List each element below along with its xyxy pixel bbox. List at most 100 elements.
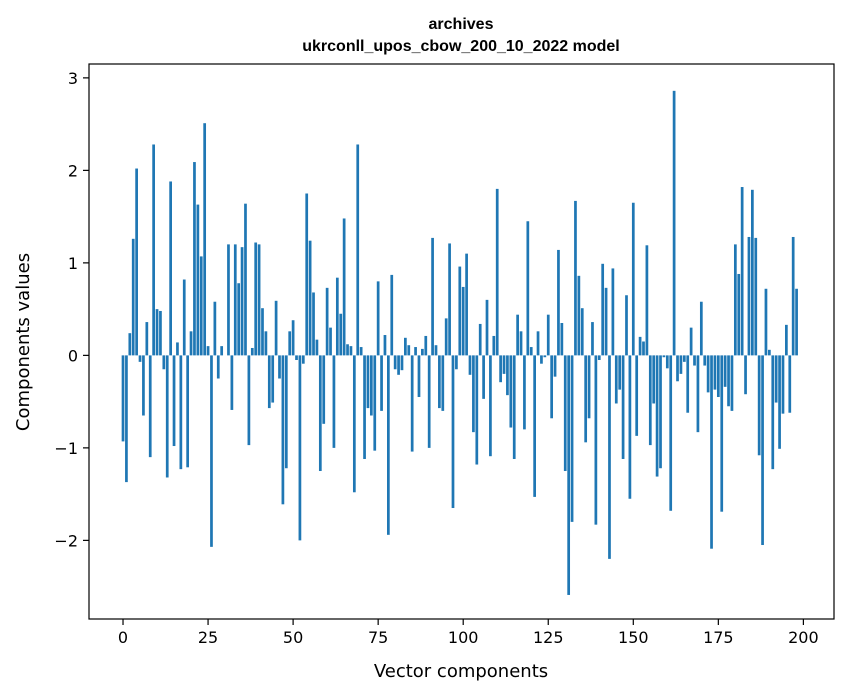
- bar-184: [747, 236, 751, 356]
- bar-175: [716, 355, 720, 398]
- bar-113: [506, 355, 509, 396]
- bar-118: [523, 355, 526, 430]
- bar-95: [444, 318, 448, 356]
- bar-130: [563, 355, 567, 472]
- bar-170: [699, 301, 703, 356]
- bar-179: [730, 355, 734, 411]
- bar-62: [332, 355, 336, 448]
- bar-1: [125, 355, 128, 483]
- bar-69: [356, 144, 360, 356]
- bar-33: [233, 244, 237, 356]
- y-tick-label: 3: [68, 69, 78, 88]
- chart-title: archives: [429, 16, 494, 33]
- bar-21: [193, 162, 196, 356]
- bar-63: [335, 277, 339, 356]
- bar-50: [291, 320, 295, 356]
- bar-87: [417, 355, 421, 398]
- bar-139: [594, 355, 598, 525]
- bar-136: [584, 355, 588, 443]
- bar-154: [645, 245, 649, 356]
- chart-subtitle: ukrconll_upos_cbow_200_10_2022 model: [302, 38, 619, 55]
- bar-27: [213, 301, 217, 356]
- bar-13: [165, 355, 169, 478]
- bar-89: [424, 335, 428, 356]
- bar-90: [427, 355, 431, 448]
- bar-162: [672, 90, 676, 356]
- bar-77: [383, 335, 387, 356]
- y-tick-label: 0: [68, 346, 78, 365]
- bar-59: [322, 355, 326, 424]
- bar-28: [216, 355, 220, 379]
- bar-144: [611, 268, 615, 356]
- x-tick-label: 200: [788, 628, 819, 647]
- bar-103: [472, 355, 475, 433]
- bar-34: [237, 283, 241, 356]
- x-tick-label: 125: [533, 628, 564, 647]
- bar-40: [257, 244, 261, 356]
- bar-104: [475, 355, 479, 465]
- bar-24: [203, 123, 207, 356]
- bar-101: [465, 253, 468, 356]
- bar-112: [502, 355, 506, 374]
- bar-106: [482, 355, 485, 399]
- bar-168: [693, 355, 696, 366]
- bar-180: [733, 244, 737, 356]
- bar-133: [574, 200, 577, 356]
- bar-39: [254, 242, 258, 356]
- bar-151: [635, 355, 639, 436]
- y-tick-label: −2: [54, 531, 78, 550]
- bar-22: [196, 204, 200, 356]
- bar-137: [587, 355, 591, 419]
- bar-178: [727, 355, 730, 407]
- bar-97: [451, 355, 455, 509]
- bar-73: [369, 355, 373, 416]
- bar-197: [791, 236, 795, 356]
- bar-185: [751, 189, 754, 356]
- bar-149: [628, 355, 632, 499]
- bar-92: [434, 345, 438, 356]
- bar-9: [152, 144, 155, 356]
- bar-65: [342, 218, 346, 356]
- bar-166: [686, 355, 690, 413]
- bar-46: [278, 355, 281, 379]
- bar-186: [754, 237, 758, 356]
- bar-169: [696, 355, 700, 433]
- bar-78: [387, 355, 390, 535]
- bar-70: [359, 347, 363, 356]
- bar-183: [744, 355, 747, 395]
- bar-49: [288, 331, 292, 356]
- bar-45: [274, 300, 278, 356]
- bar-131: [567, 355, 571, 595]
- bar-76: [380, 355, 383, 411]
- x-tick-label: 75: [368, 628, 388, 647]
- bar-85: [410, 355, 414, 452]
- bar-67: [349, 346, 353, 356]
- bar-156: [652, 355, 656, 404]
- bar-173: [710, 355, 713, 549]
- bar-152: [638, 336, 642, 356]
- bar-2: [128, 333, 132, 356]
- bar-82: [400, 355, 404, 371]
- x-tick-label: 175: [703, 628, 734, 647]
- bar-150: [631, 202, 635, 356]
- bar-138: [591, 322, 594, 356]
- bar-190: [768, 349, 771, 356]
- bar-5: [138, 355, 142, 362]
- bar-88: [421, 348, 424, 356]
- bar-155: [648, 355, 652, 446]
- x-tick-label: 50: [283, 628, 303, 647]
- bar-122: [536, 331, 540, 356]
- bar-195: [785, 324, 788, 356]
- bar-58: [318, 355, 322, 472]
- bar-126: [550, 355, 554, 419]
- bar-132: [570, 355, 574, 522]
- bar-191: [771, 355, 775, 470]
- bar-0: [121, 355, 125, 442]
- bar-66: [346, 344, 349, 356]
- bar-143: [608, 355, 611, 559]
- bar-125: [546, 314, 550, 356]
- bar-38: [250, 347, 254, 356]
- bar-80: [393, 355, 397, 370]
- x-tick-label: 0: [118, 628, 128, 647]
